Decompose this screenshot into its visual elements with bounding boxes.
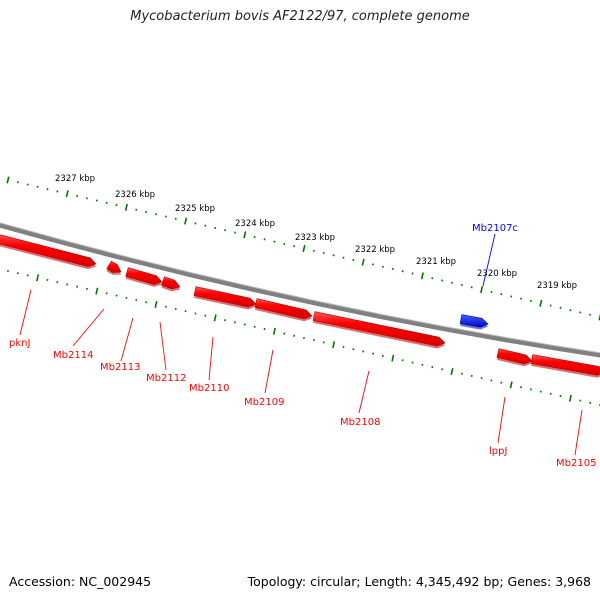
major-tick: [509, 381, 513, 389]
major-tick: [95, 287, 99, 295]
major-tick: [420, 272, 424, 280]
gene-arrow-Mb2113[interactable]: [125, 267, 163, 287]
major-tick: [539, 299, 543, 307]
major-tick: [124, 203, 128, 211]
kbp-label: 2321 kbp: [416, 257, 456, 267]
kbp-label: 2326 kbp: [115, 190, 155, 200]
gene-leader-line: [72, 308, 105, 347]
gene-label[interactable]: Mb2113: [100, 362, 140, 373]
gene-label[interactable]: lppJ: [489, 446, 507, 457]
major-tick: [302, 245, 306, 252]
kbp-label: 2324 kbp: [235, 219, 275, 229]
major-tick: [243, 231, 247, 239]
gene-leader-line: [19, 289, 32, 336]
major-tick: [6, 176, 10, 184]
gene-arrow-Mb2109[interactable]: [254, 298, 313, 322]
gene-label[interactable]: pknJ: [9, 338, 30, 349]
gene-leader-line: [264, 349, 274, 394]
gene-label[interactable]: Mb2112: [146, 373, 186, 384]
major-tick: [391, 354, 395, 362]
inner-tick-track: [7, 269, 600, 406]
gene-arrow-Mb2105[interactable]: [530, 354, 600, 378]
gene-label[interactable]: Mb2107c: [472, 223, 518, 234]
major-tick: [213, 314, 217, 322]
major-tick: [332, 341, 336, 349]
gene-layer: [0, 234, 600, 378]
major-tick: [598, 313, 600, 321]
major-tick: [480, 286, 484, 294]
gene-arrow-Mb2112[interactable]: [161, 276, 181, 292]
gene-leader-line: [159, 321, 167, 371]
major-tick: [361, 258, 365, 266]
gene-leader-line: [574, 409, 583, 456]
gene-arrow-lppJ[interactable]: [496, 348, 533, 367]
major-tick: [36, 274, 40, 282]
label-layer: 2327 kbp 2326 kbp 2325 kbp 2324 kbp 2323 kbp…: [9, 174, 596, 469]
kbp-label: 2323 kbp: [295, 233, 335, 243]
gene-arrow-Mb2110[interactable]: [193, 286, 257, 310]
gene-arrow-Mb2114[interactable]: [106, 260, 122, 275]
gene-leader-line: [482, 233, 496, 287]
gene-arrow-Mb2107c[interactable]: [459, 314, 489, 330]
gene-label[interactable]: Mb2105: [556, 458, 596, 469]
major-tick: [272, 327, 276, 335]
gene-label[interactable]: Mb2110: [189, 383, 229, 394]
major-tick: [154, 301, 158, 308]
outer-tick-track: [6, 176, 600, 321]
genome-stats-text: Topology: circular; Length: 4,345,492 bp…: [247, 574, 591, 589]
gene-label[interactable]: Mb2108: [340, 417, 380, 428]
gene-label[interactable]: Mb2114: [53, 350, 93, 361]
gene-leader-line: [358, 370, 370, 414]
genome-backbone: [0, 223, 600, 358]
major-tick: [450, 368, 454, 375]
kbp-label: 2322 kbp: [355, 245, 395, 255]
gene-label[interactable]: Mb2109: [244, 397, 284, 408]
gene-leader-line: [208, 336, 214, 381]
kbp-label: 2319 kbp: [537, 281, 577, 291]
gene-arrow-pknJ[interactable]: [0, 234, 97, 270]
kbp-label: 2327 kbp: [55, 174, 95, 184]
major-tick: [184, 217, 188, 225]
major-tick: [65, 190, 69, 198]
major-tick: [568, 394, 572, 402]
gene-arrow-Mb2108[interactable]: [312, 311, 446, 349]
kbp-label: 2325 kbp: [175, 204, 215, 214]
kbp-label: 2320 kbp: [477, 269, 517, 279]
gene-leader-line: [497, 396, 506, 444]
map-title: Mycobacterium bovis AF2122/97, complete …: [130, 9, 470, 24]
tick-layer: [6, 176, 600, 406]
gene-leader-line: [120, 317, 134, 362]
accession-text: Accession: NC_002945: [9, 574, 152, 589]
